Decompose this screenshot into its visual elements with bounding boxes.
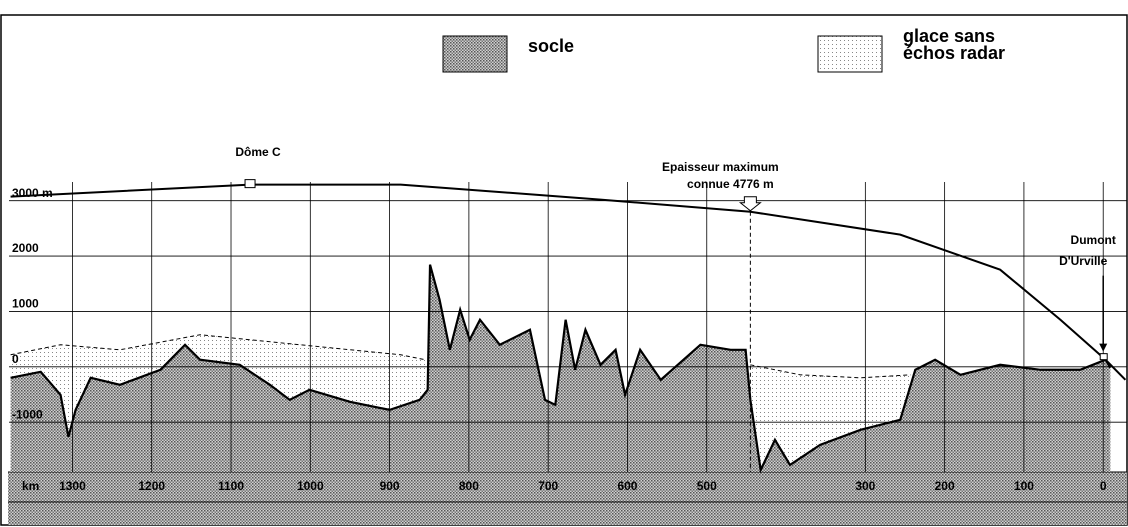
x-tick-label: 800 xyxy=(459,479,479,493)
x-tick-label: 100 xyxy=(1014,479,1034,493)
profile-line xyxy=(10,183,1127,381)
x-tick-label: 300 xyxy=(855,479,875,493)
legend-label-box: socle xyxy=(528,36,575,56)
annotation: Epaisseur maximum xyxy=(662,160,779,174)
x-axis-label: km xyxy=(22,479,39,493)
y-tick-label: 2000 xyxy=(12,241,39,255)
profile-line xyxy=(10,334,426,361)
x-tick-label: 200 xyxy=(935,479,955,493)
x-tick-label: 1100 xyxy=(218,479,244,493)
x-tick-label: 700 xyxy=(538,479,558,493)
x-tick-label: 1300 xyxy=(59,479,86,493)
annotation: connue 4776 m xyxy=(687,177,774,191)
x-tick-label: 600 xyxy=(617,479,637,493)
legend-label: socle xyxy=(528,36,575,56)
km-strip xyxy=(8,472,1127,525)
x-tick-label: 1200 xyxy=(138,479,165,493)
annotation: Dumont xyxy=(1071,233,1116,247)
y-tick-label: 3000 m xyxy=(12,186,53,200)
arrow xyxy=(738,196,762,212)
marker xyxy=(1099,353,1108,361)
x-tick-label: 500 xyxy=(697,479,717,493)
y-tick-label: 1000 xyxy=(12,297,39,311)
x-tick-label: 0 xyxy=(1100,479,1107,493)
y-tick-label: -1000 xyxy=(12,407,43,421)
annotation: Dôme C xyxy=(235,145,281,159)
arrow-head xyxy=(1099,343,1108,352)
x-tick-label: 900 xyxy=(380,479,400,493)
legend-swatch xyxy=(442,35,508,73)
annotation: D'Urville xyxy=(1059,254,1108,268)
profile-line xyxy=(10,264,1112,474)
profile-line xyxy=(750,364,911,379)
x-tick-label: 1000 xyxy=(297,479,324,493)
legend-label: glace sans échos radar xyxy=(903,28,1006,63)
legend-label-box: glace sans échos radar xyxy=(903,28,1006,63)
marker xyxy=(244,179,256,189)
legend-swatch xyxy=(817,35,883,73)
y-tick-label: 0 xyxy=(12,352,19,366)
